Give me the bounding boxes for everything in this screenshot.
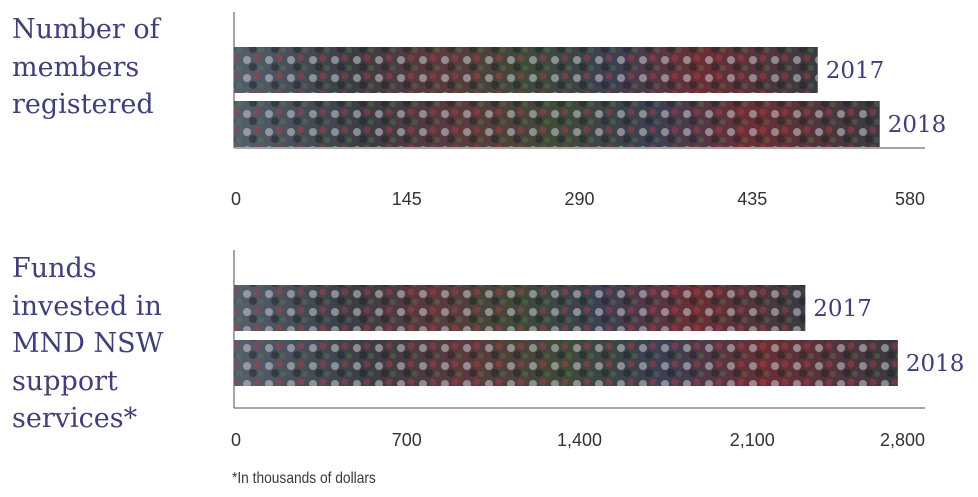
x-tick-label: 1,400 [557,430,602,450]
chart-title-funds: Funds invested in MND NSW support servic… [12,253,164,434]
bar-label-2018: 2018 [906,351,965,377]
bar-label-2017: 2017 [813,296,872,322]
bar-label-2017: 2017 [826,58,885,84]
bar-label-2018: 2018 [888,112,947,138]
x-tick-label: 700 [392,430,422,450]
x-tick-label: 435 [737,189,767,209]
x-tick-label: 145 [392,189,422,209]
bar-texture-2018 [234,101,880,147]
bar-texture-2017 [234,285,806,331]
x-tick-label: 290 [564,189,594,209]
chart-title-members: Number of members registered [12,14,160,120]
x-tick-label: 2,800 [880,430,925,450]
footnote: *In thousands of dollars [232,470,376,487]
bar-texture-2018 [234,340,898,386]
x-tick-label: 0 [231,430,241,450]
x-tick-label: 580 [895,189,925,209]
x-tick-label: 0 [231,189,241,209]
x-tick-label: 2,100 [730,430,775,450]
bar-texture-2017 [234,47,818,93]
